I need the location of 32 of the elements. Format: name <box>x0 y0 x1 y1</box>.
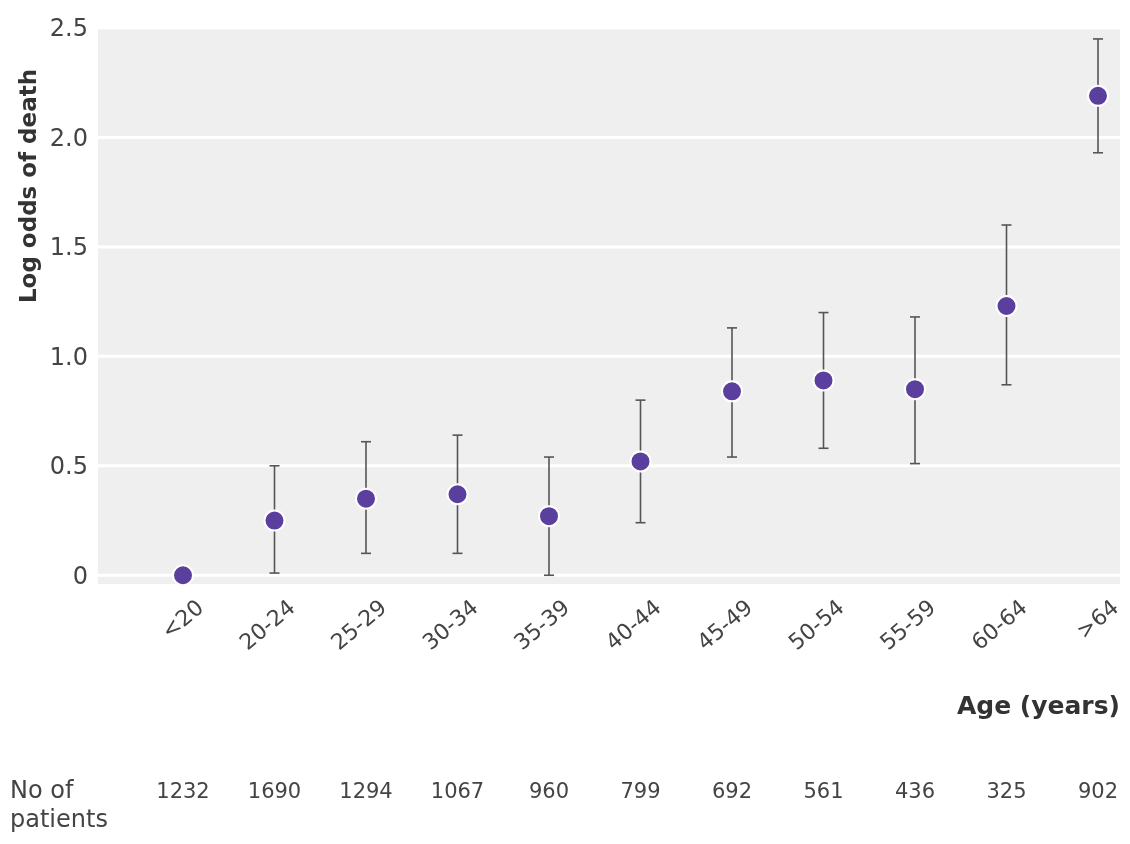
point <box>538 505 560 528</box>
text: 692 <box>711 779 753 803</box>
point <box>446 483 469 506</box>
y-tick-label: 2.0 <box>49 123 88 152</box>
point <box>355 487 377 510</box>
point <box>721 380 743 403</box>
text: 1294 <box>339 779 393 803</box>
text: 799 <box>620 779 661 803</box>
point <box>904 378 926 401</box>
y-axis-title: Log odds of death <box>15 68 42 304</box>
text: 1232 <box>156 779 210 803</box>
point <box>995 295 1018 317</box>
x-axis-title: Age (years) <box>956 691 1120 720</box>
text: 1067 <box>430 779 485 803</box>
y-tick-label: 0.5 <box>49 452 88 481</box>
text: 1690 <box>247 779 302 803</box>
point <box>172 564 194 587</box>
y-tick-label: 0 <box>72 561 88 590</box>
text: 436 <box>894 779 936 803</box>
text: 960 <box>528 779 570 803</box>
point <box>263 509 286 532</box>
text: 902 <box>1077 779 1119 803</box>
point <box>1087 84 1109 107</box>
point <box>629 450 652 473</box>
text: No of patients <box>10 776 108 833</box>
x-tick-label: <20 <box>156 594 209 644</box>
y-tick-label: 1.5 <box>49 233 88 262</box>
y-tick-label: 2.5 <box>49 14 88 43</box>
point <box>812 369 835 392</box>
text: 561 <box>803 779 844 803</box>
y-tick-label: 1.0 <box>49 342 88 371</box>
text: 325 <box>986 779 1027 803</box>
